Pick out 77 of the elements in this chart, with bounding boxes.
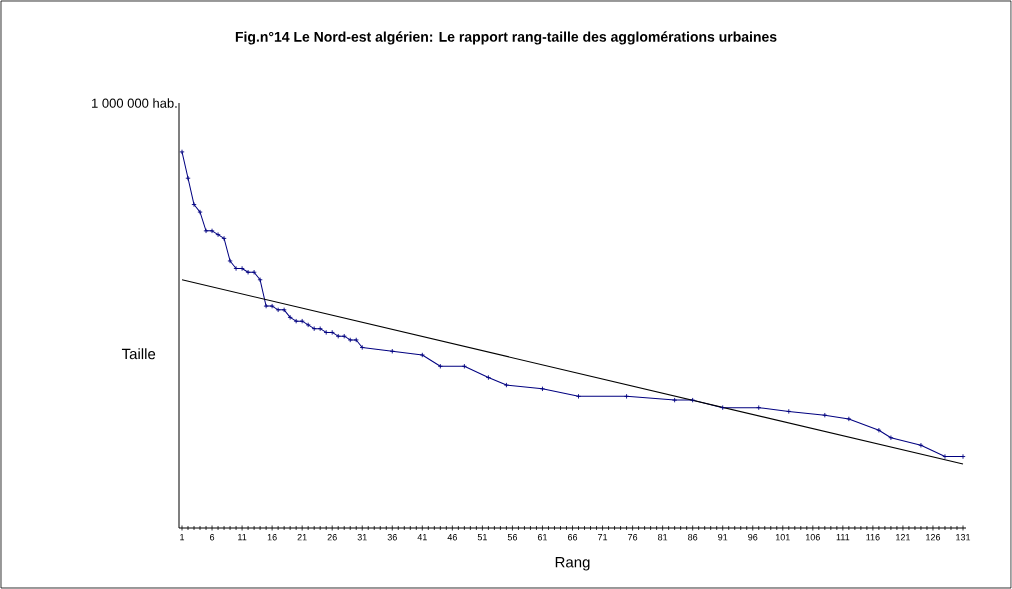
point — [251, 269, 257, 275]
x-tick-label: 51 — [477, 534, 487, 541]
text: 1 000 000 hab. — [92, 98, 177, 108]
point — [888, 435, 894, 441]
point — [461, 363, 468, 369]
x-tick-label: 91 — [718, 534, 728, 541]
point — [359, 344, 365, 351]
point — [503, 382, 510, 388]
x-tick-label: 106 — [805, 534, 820, 541]
point — [575, 393, 582, 400]
chart-title: Fig.n°14 Le Nord-est algérien: Le rapport rang-taille des agglomérations urbaines — [235, 31, 777, 45]
x-tick-label: 21 — [297, 534, 307, 541]
point — [281, 307, 287, 313]
x-tick-label: 31 — [357, 534, 367, 541]
point — [293, 318, 299, 324]
point — [275, 307, 281, 313]
point — [299, 318, 305, 324]
point — [539, 386, 546, 392]
point — [329, 329, 335, 336]
point — [227, 258, 233, 264]
point — [239, 265, 245, 272]
point — [347, 337, 353, 343]
point — [305, 322, 311, 328]
point — [720, 404, 726, 411]
point — [203, 228, 209, 234]
x-tick-label: 111 — [836, 534, 850, 541]
point — [918, 442, 924, 448]
point — [263, 303, 269, 309]
x-tick-label: 86 — [688, 534, 698, 541]
x-axis-title: Rang — [555, 557, 590, 571]
x-tick-label: 126 — [926, 534, 941, 541]
x-tick-label: 56 — [507, 534, 518, 541]
point — [419, 352, 425, 358]
point — [876, 427, 882, 433]
point — [197, 209, 203, 215]
point — [690, 397, 696, 403]
x-tick-label: 116 — [866, 534, 880, 541]
point — [221, 235, 227, 242]
point — [185, 175, 191, 181]
x-tick-label: 1 — [180, 534, 185, 541]
x-tick-label: 71 — [597, 534, 608, 541]
point — [317, 326, 323, 332]
point — [269, 303, 275, 309]
x-tick-label: 11 — [238, 534, 247, 541]
x-tick-label: 41 — [417, 534, 427, 541]
point — [191, 201, 197, 208]
x-tick-label: 66 — [567, 534, 578, 541]
y-axis-title: Taille — [121, 348, 156, 360]
x-tick-label: 6 — [210, 534, 215, 541]
x-tick-label: 61 — [537, 534, 548, 541]
x-tick-label: 81 — [658, 534, 668, 541]
point — [215, 231, 221, 238]
point — [323, 329, 329, 336]
point — [485, 374, 492, 381]
x-tick-label: 76 — [628, 534, 638, 541]
point — [257, 277, 263, 283]
point — [942, 453, 948, 460]
x-tick-label: 16 — [267, 534, 277, 541]
point — [311, 326, 317, 332]
point — [353, 337, 359, 343]
point — [245, 269, 251, 275]
point — [756, 404, 762, 411]
point — [437, 363, 443, 369]
x-tick-label: 121 — [896, 534, 910, 541]
x-tick-label: 131 — [956, 534, 971, 541]
point — [846, 416, 852, 422]
point — [623, 393, 630, 400]
x-tick-label: 26 — [327, 534, 337, 541]
point — [233, 265, 239, 272]
x-tick-label: 96 — [748, 534, 758, 541]
point — [786, 408, 792, 415]
x-tick-label: 36 — [387, 534, 397, 541]
point — [287, 314, 293, 321]
x-tick-label: 46 — [447, 534, 457, 541]
point — [671, 397, 678, 403]
x-tick-label: 101 — [775, 534, 790, 541]
point — [209, 228, 215, 234]
